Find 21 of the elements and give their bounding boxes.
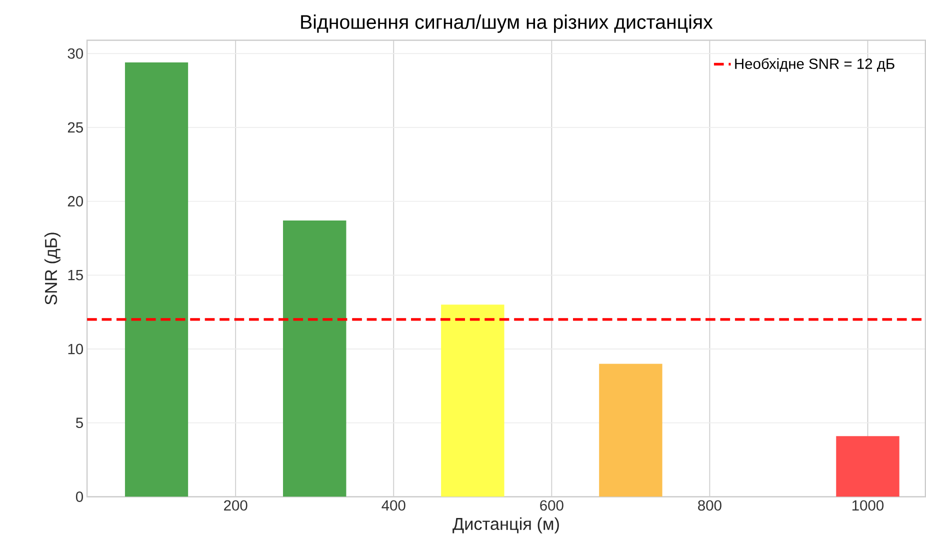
y-tick-label: 15 — [68, 270, 83, 280]
x-axis-title: Дистанція (м) — [452, 518, 559, 534]
x-tick-label: 200 — [224, 500, 248, 511]
bar — [836, 436, 900, 497]
y-tick-label: 5 — [76, 418, 83, 428]
bar — [599, 364, 662, 497]
y-tick-label: 20 — [68, 196, 83, 207]
chart-title: Відношення сигнал/шум на різних дистанціях — [301, 14, 713, 34]
legend-label: Необхідне SNR = 12 дБ — [735, 58, 894, 72]
x-tick-label: 800 — [698, 500, 722, 511]
bar — [124, 62, 188, 497]
x-tick-label: 600 — [540, 500, 564, 511]
bar — [283, 220, 346, 497]
y-tick-label: 0 — [76, 492, 83, 502]
x-tick-label: 1000 — [852, 500, 884, 511]
y-tick-label: 30 — [68, 48, 83, 59]
y-axis-title: SNR (дБ) — [44, 232, 60, 305]
x-tick-label: 400 — [382, 500, 406, 511]
bar — [441, 304, 504, 497]
y-tick-label: 10 — [68, 344, 83, 354]
y-tick-label: 25 — [68, 122, 83, 133]
